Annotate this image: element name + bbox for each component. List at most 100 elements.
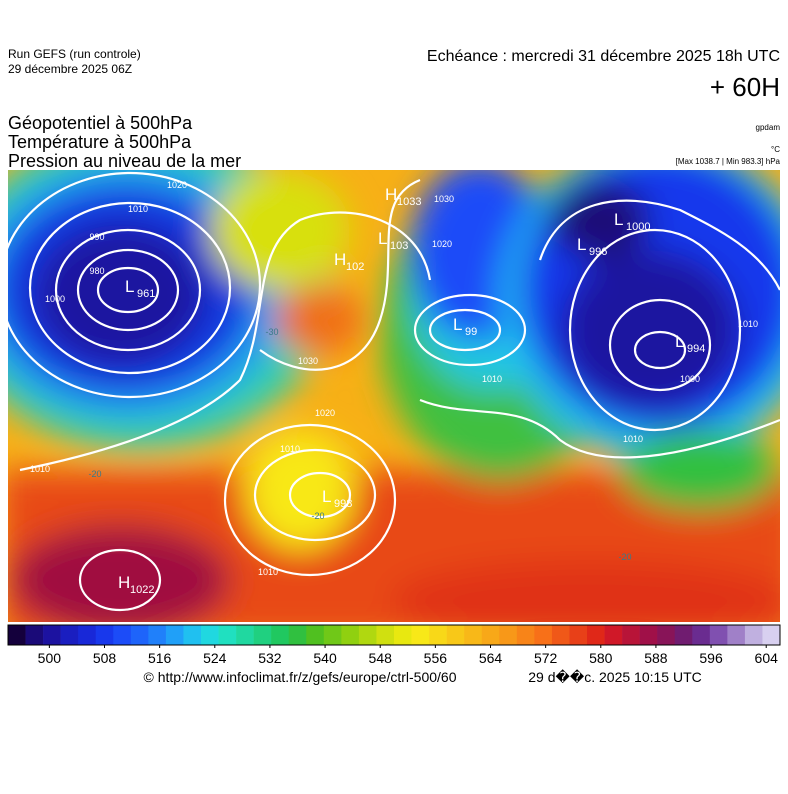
colorbar-swatch [60,625,79,645]
center-value: 99 [465,326,477,338]
contour-label: 980 [89,266,104,276]
colorbar-swatch [551,625,570,645]
colorbar-tick-label: 500 [38,650,62,666]
colorbar-swatch [464,625,483,645]
colorbar-tick-label: 548 [369,650,393,666]
map [8,170,780,622]
contour-label: -30 [265,327,278,337]
colorbar-swatch [376,625,395,645]
run-date: 29 décembre 2025 06Z [8,62,132,76]
colorbar-swatch [446,625,465,645]
colorbar: 500 508 516 524 532 540 548 556 564 572 580 588 596 6… [7,624,781,666]
center-symbol: L [453,315,462,334]
colorbar-tick-label: 572 [534,650,558,666]
colorbar-swatch [709,625,728,645]
colorbar-swatch [744,625,763,645]
colorbar-swatch [165,625,184,645]
colorbar-swatch [148,625,167,645]
colorbar-swatch [358,625,377,645]
colorbar-tick-label: 524 [203,650,227,666]
colorbar-swatch [762,625,781,645]
colorbar-swatch [622,625,640,645]
colorbar-swatch [236,625,254,645]
colorbar-swatch [130,625,149,645]
center-value: 961 [137,288,155,300]
colorbar-swatch [183,625,202,645]
colorbar-swatch [727,625,746,645]
colorbar-swatch [674,625,693,645]
contour-label: 1030 [298,356,318,366]
colorbar-tick-label: 508 [93,650,117,666]
colorbar-swatch [481,625,500,645]
colorbar-swatch [534,625,553,645]
isobars [8,171,780,612]
colorbar-tick-label: 564 [479,650,503,666]
center-value: 103 [390,240,408,252]
colorbar-swatch [341,625,360,645]
center-symbol: L [378,229,387,248]
colorbar-swatch [516,625,535,645]
contour-label: 1010 [738,319,758,329]
center-symbol: H [118,573,130,592]
generated-time: 29 d��c. 2025 10:15 UTC [528,669,701,685]
center-symbol: H [385,185,397,204]
colorbar-swatch [43,625,61,645]
center-value: 1000 [626,221,650,233]
center-value: 998 [334,498,352,510]
colorbar-swatch [8,625,26,645]
contour-label: 1020 [432,239,452,249]
colorbar-swatch [78,625,97,645]
run-label: Run GEFS (run controle) [8,47,141,61]
contour-label: -20 [311,511,324,521]
extremes-label: [Max 1038.7 | Min 983.3] hPa [676,157,781,166]
colorbar-swatch [499,625,518,645]
contour-label: 1010 [623,434,643,444]
colorbar-frame [7,624,781,646]
colorbar-swatch [95,625,114,645]
center-value: 1022 [130,584,154,596]
colorbar-swatch [253,625,272,645]
contour-label: 1020 [315,408,335,418]
center-symbol: H [334,250,346,269]
colorbar-swatch [692,625,711,645]
contour-label: 1010 [128,204,148,214]
colorbar-swatch [429,625,447,645]
valid-time: Echéance : mercredi 31 décembre 2025 18h… [427,48,780,65]
colorbar-tick-label: 588 [644,650,668,666]
contour-label: 1000 [45,294,65,304]
contour-label: 1020 [167,180,187,190]
colorbar-swatch [569,625,588,645]
contour-label: 1030 [434,194,454,204]
contour-label: 990 [89,232,104,242]
colorbar-swatch [657,625,676,645]
field-label: Température à 500hPa [8,132,192,152]
center-symbol: L [322,487,331,506]
colorbar-swatch [288,625,307,645]
colorbar-swatch [587,625,605,645]
field-label: Pression au niveau de la mer [8,151,241,171]
colorbar-swatch [639,625,658,645]
colorbar-swatch [306,625,325,645]
colorbar-swatch [604,625,623,645]
contour-label: 1000 [680,374,700,384]
center-symbol: L [675,332,684,351]
contour-label: 1010 [258,567,278,577]
colorbar-swatch [271,625,290,645]
colorbar-tick-label: 580 [589,650,613,666]
unit-label: gpdam [756,123,781,132]
colorbar-swatch [113,625,132,645]
lead-time: + 60H [710,72,780,102]
center-symbol: L [614,210,623,229]
center-value: 1033 [397,196,421,208]
colorbar-swatch [394,625,412,645]
colorbar-tick-label: 532 [258,650,282,666]
contour-label: -20 [88,469,101,479]
colorbar-tick-label: 556 [424,650,448,666]
source-credit: © http://www.infoclimat.fr/z/gefs/europe… [143,669,456,685]
center-symbol: L [577,235,586,254]
colorbar-swatch [218,625,237,645]
unit-label: °C [771,145,780,154]
field-label: Géopotentiel à 500hPa [8,113,193,133]
